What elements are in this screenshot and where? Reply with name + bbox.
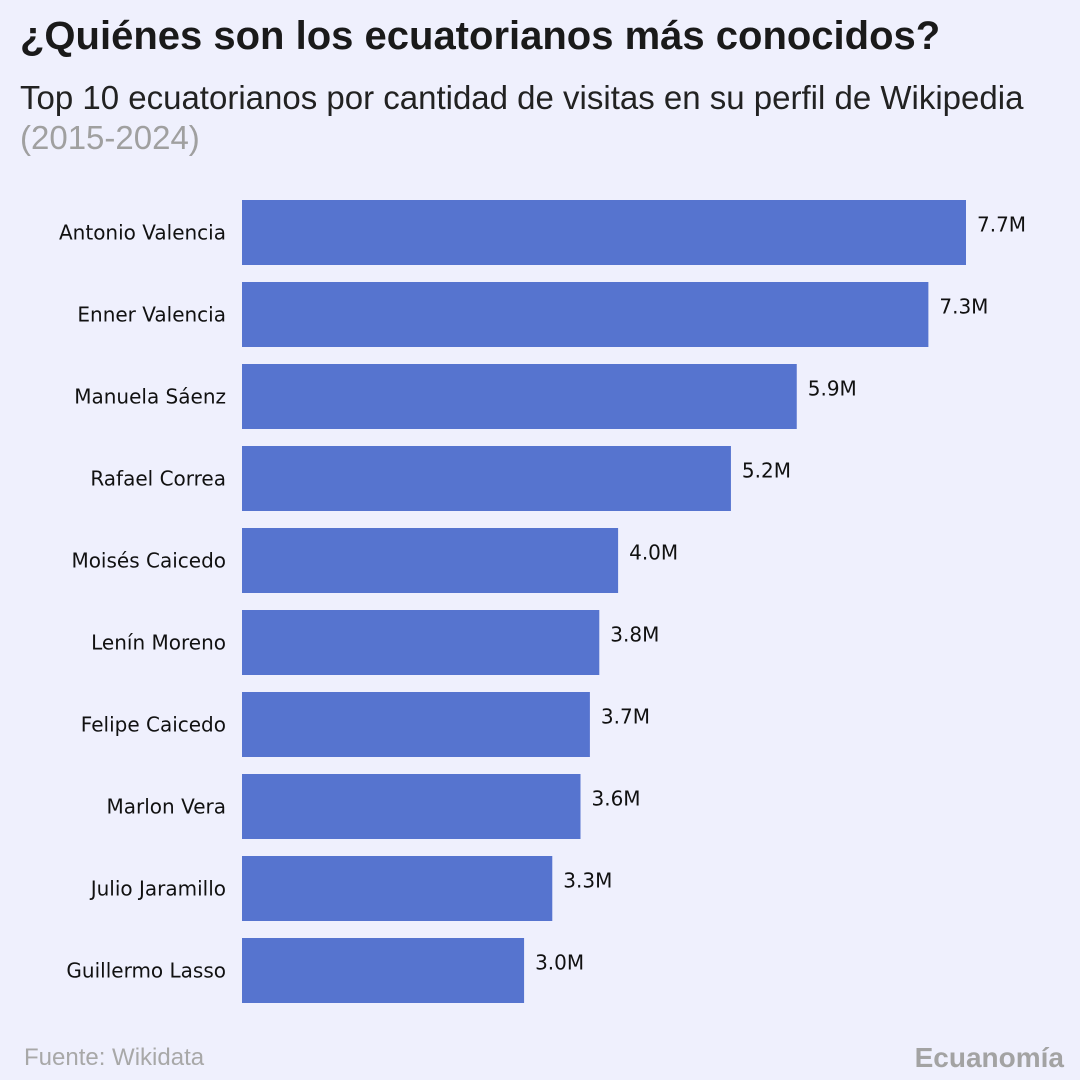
category-label: Manuela Sáenz: [74, 385, 226, 409]
value-label: 5.9M: [808, 377, 857, 401]
value-label: 3.7M: [601, 705, 650, 729]
category-label: Rafael Correa: [90, 467, 226, 491]
value-label: 3.8M: [610, 623, 659, 647]
category-label: Lenín Moreno: [91, 631, 226, 655]
subtitle-text: Top 10 ecuatorianos por cantidad de visi…: [20, 79, 1024, 116]
category-label: Enner Valencia: [77, 303, 226, 327]
bar: [242, 282, 929, 347]
chart-title: ¿Quiénes son los ecuatorianos más conoci…: [20, 14, 941, 58]
bar: [242, 938, 525, 1003]
chart-subtitle: Top 10 ecuatorianos por cantidad de visi…: [20, 78, 1060, 158]
value-label: 7.3M: [939, 295, 988, 319]
value-label: 3.6M: [591, 787, 640, 811]
category-label: Moisés Caicedo: [71, 549, 226, 573]
subtitle-period: (2015-2024): [20, 119, 200, 156]
bar: [242, 774, 581, 839]
value-label: 4.0M: [629, 541, 678, 565]
bar: [242, 610, 600, 675]
bar: [242, 856, 553, 921]
bar: [242, 692, 590, 757]
brand-logo: Ecuanomía: [914, 1042, 1064, 1073]
category-label: Julio Jaramillo: [89, 877, 226, 901]
value-label: 7.7M: [977, 213, 1026, 237]
category-label: Marlon Vera: [107, 795, 226, 819]
category-label: Guillermo Lasso: [66, 959, 226, 983]
bar-chart: Antonio Valencia 7.7M Enner Valencia 7.3M Ma…: [59, 200, 1026, 1003]
bar: [242, 528, 619, 593]
category-label: Felipe Caicedo: [81, 713, 226, 737]
value-label: 3.0M: [535, 951, 584, 975]
bar: [242, 364, 797, 429]
bar: [242, 200, 966, 265]
category-label: Antonio Valencia: [59, 221, 226, 245]
value-label: 5.2M: [742, 459, 791, 483]
bar: [242, 446, 731, 511]
source-note: Fuente: Wikidata: [24, 1044, 205, 1071]
value-label: 3.3M: [563, 869, 612, 893]
